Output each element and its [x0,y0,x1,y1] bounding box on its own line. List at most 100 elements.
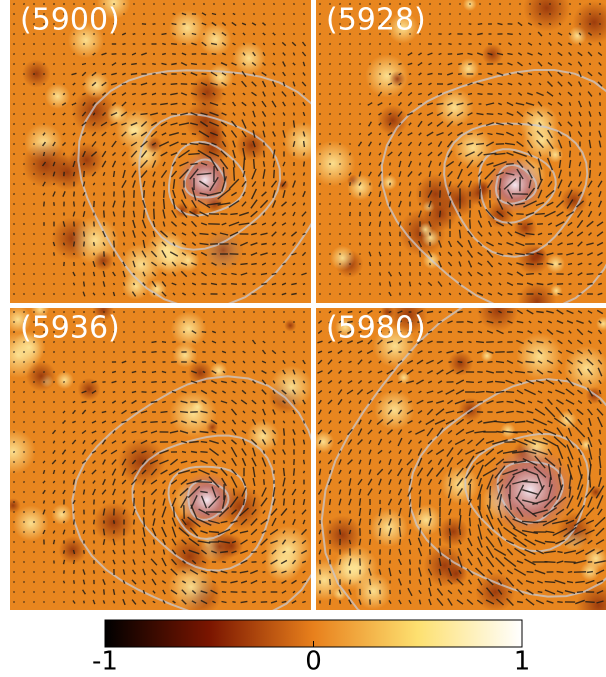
blob [453,128,493,168]
vector [590,160,591,168]
vector [499,14,500,15]
blob [56,371,74,389]
vector [84,561,85,564]
vector [349,54,350,55]
vector [536,312,543,313]
vector [319,14,320,15]
vector [350,182,351,186]
vector [488,312,491,313]
vector [44,293,45,294]
vector [439,64,441,65]
vector [458,332,463,333]
vector [53,64,54,65]
vector [151,382,156,383]
vector [104,202,105,207]
vector [440,528,441,536]
vector [430,530,431,534]
vector [244,332,245,333]
vector [231,274,236,275]
vector [24,441,25,442]
vector [330,579,331,585]
vector [329,54,330,55]
vector [131,74,137,75]
vector [104,183,105,186]
vector [34,173,35,174]
vector [53,74,54,75]
vector [478,24,482,25]
vector [243,341,244,342]
vector [74,580,75,584]
vector [253,351,254,352]
vector [507,34,512,35]
vector [577,592,583,593]
vector [600,430,601,434]
vector [132,382,136,383]
vector [319,34,320,35]
vector [192,134,196,135]
vector [44,152,45,156]
vector [83,352,84,353]
vector [212,54,217,55]
vector [83,54,84,55]
vector [162,402,166,403]
vector [498,342,503,343]
vector [545,562,556,563]
vector [294,132,295,136]
vector [466,402,474,403]
vector [74,232,75,235]
vector [114,283,115,285]
panel-label: (5928) [326,3,426,38]
vector [152,342,157,343]
blob [6,498,21,513]
vector [44,402,45,403]
vector [202,74,207,75]
vector [200,432,209,433]
blob [310,140,356,186]
vector [548,234,552,235]
vector [400,590,401,594]
vector [73,382,74,383]
vector [54,293,55,294]
vector [13,104,14,105]
vector [339,94,340,95]
vector [182,44,186,45]
vector [13,4,14,5]
vector [24,93,25,94]
vector [430,537,431,546]
vector [253,332,254,333]
vector [448,44,451,45]
vector [233,312,234,313]
vector [143,104,146,105]
vector [320,569,321,574]
vector [34,143,35,144]
vector [320,123,321,124]
vector [350,511,351,514]
vector [360,203,361,205]
vector [329,114,330,115]
vector [304,460,305,465]
vector [43,64,44,65]
vector [23,402,24,403]
vector [201,442,207,443]
vector [104,192,105,195]
vector [123,382,125,383]
vector [193,23,195,24]
vector [64,273,65,274]
panel-label: (5900) [20,3,120,38]
vector [14,33,15,34]
vector [172,24,177,25]
vector [439,54,442,55]
vector [284,331,285,332]
vector [24,381,25,382]
vector [320,154,321,155]
vector [339,64,340,65]
vector [202,264,205,265]
vector [233,352,236,353]
vector [133,342,134,343]
vector [369,94,370,95]
blob [333,587,347,601]
vector [320,143,321,144]
vector [104,529,105,536]
vector [600,93,601,96]
blob [22,141,69,188]
